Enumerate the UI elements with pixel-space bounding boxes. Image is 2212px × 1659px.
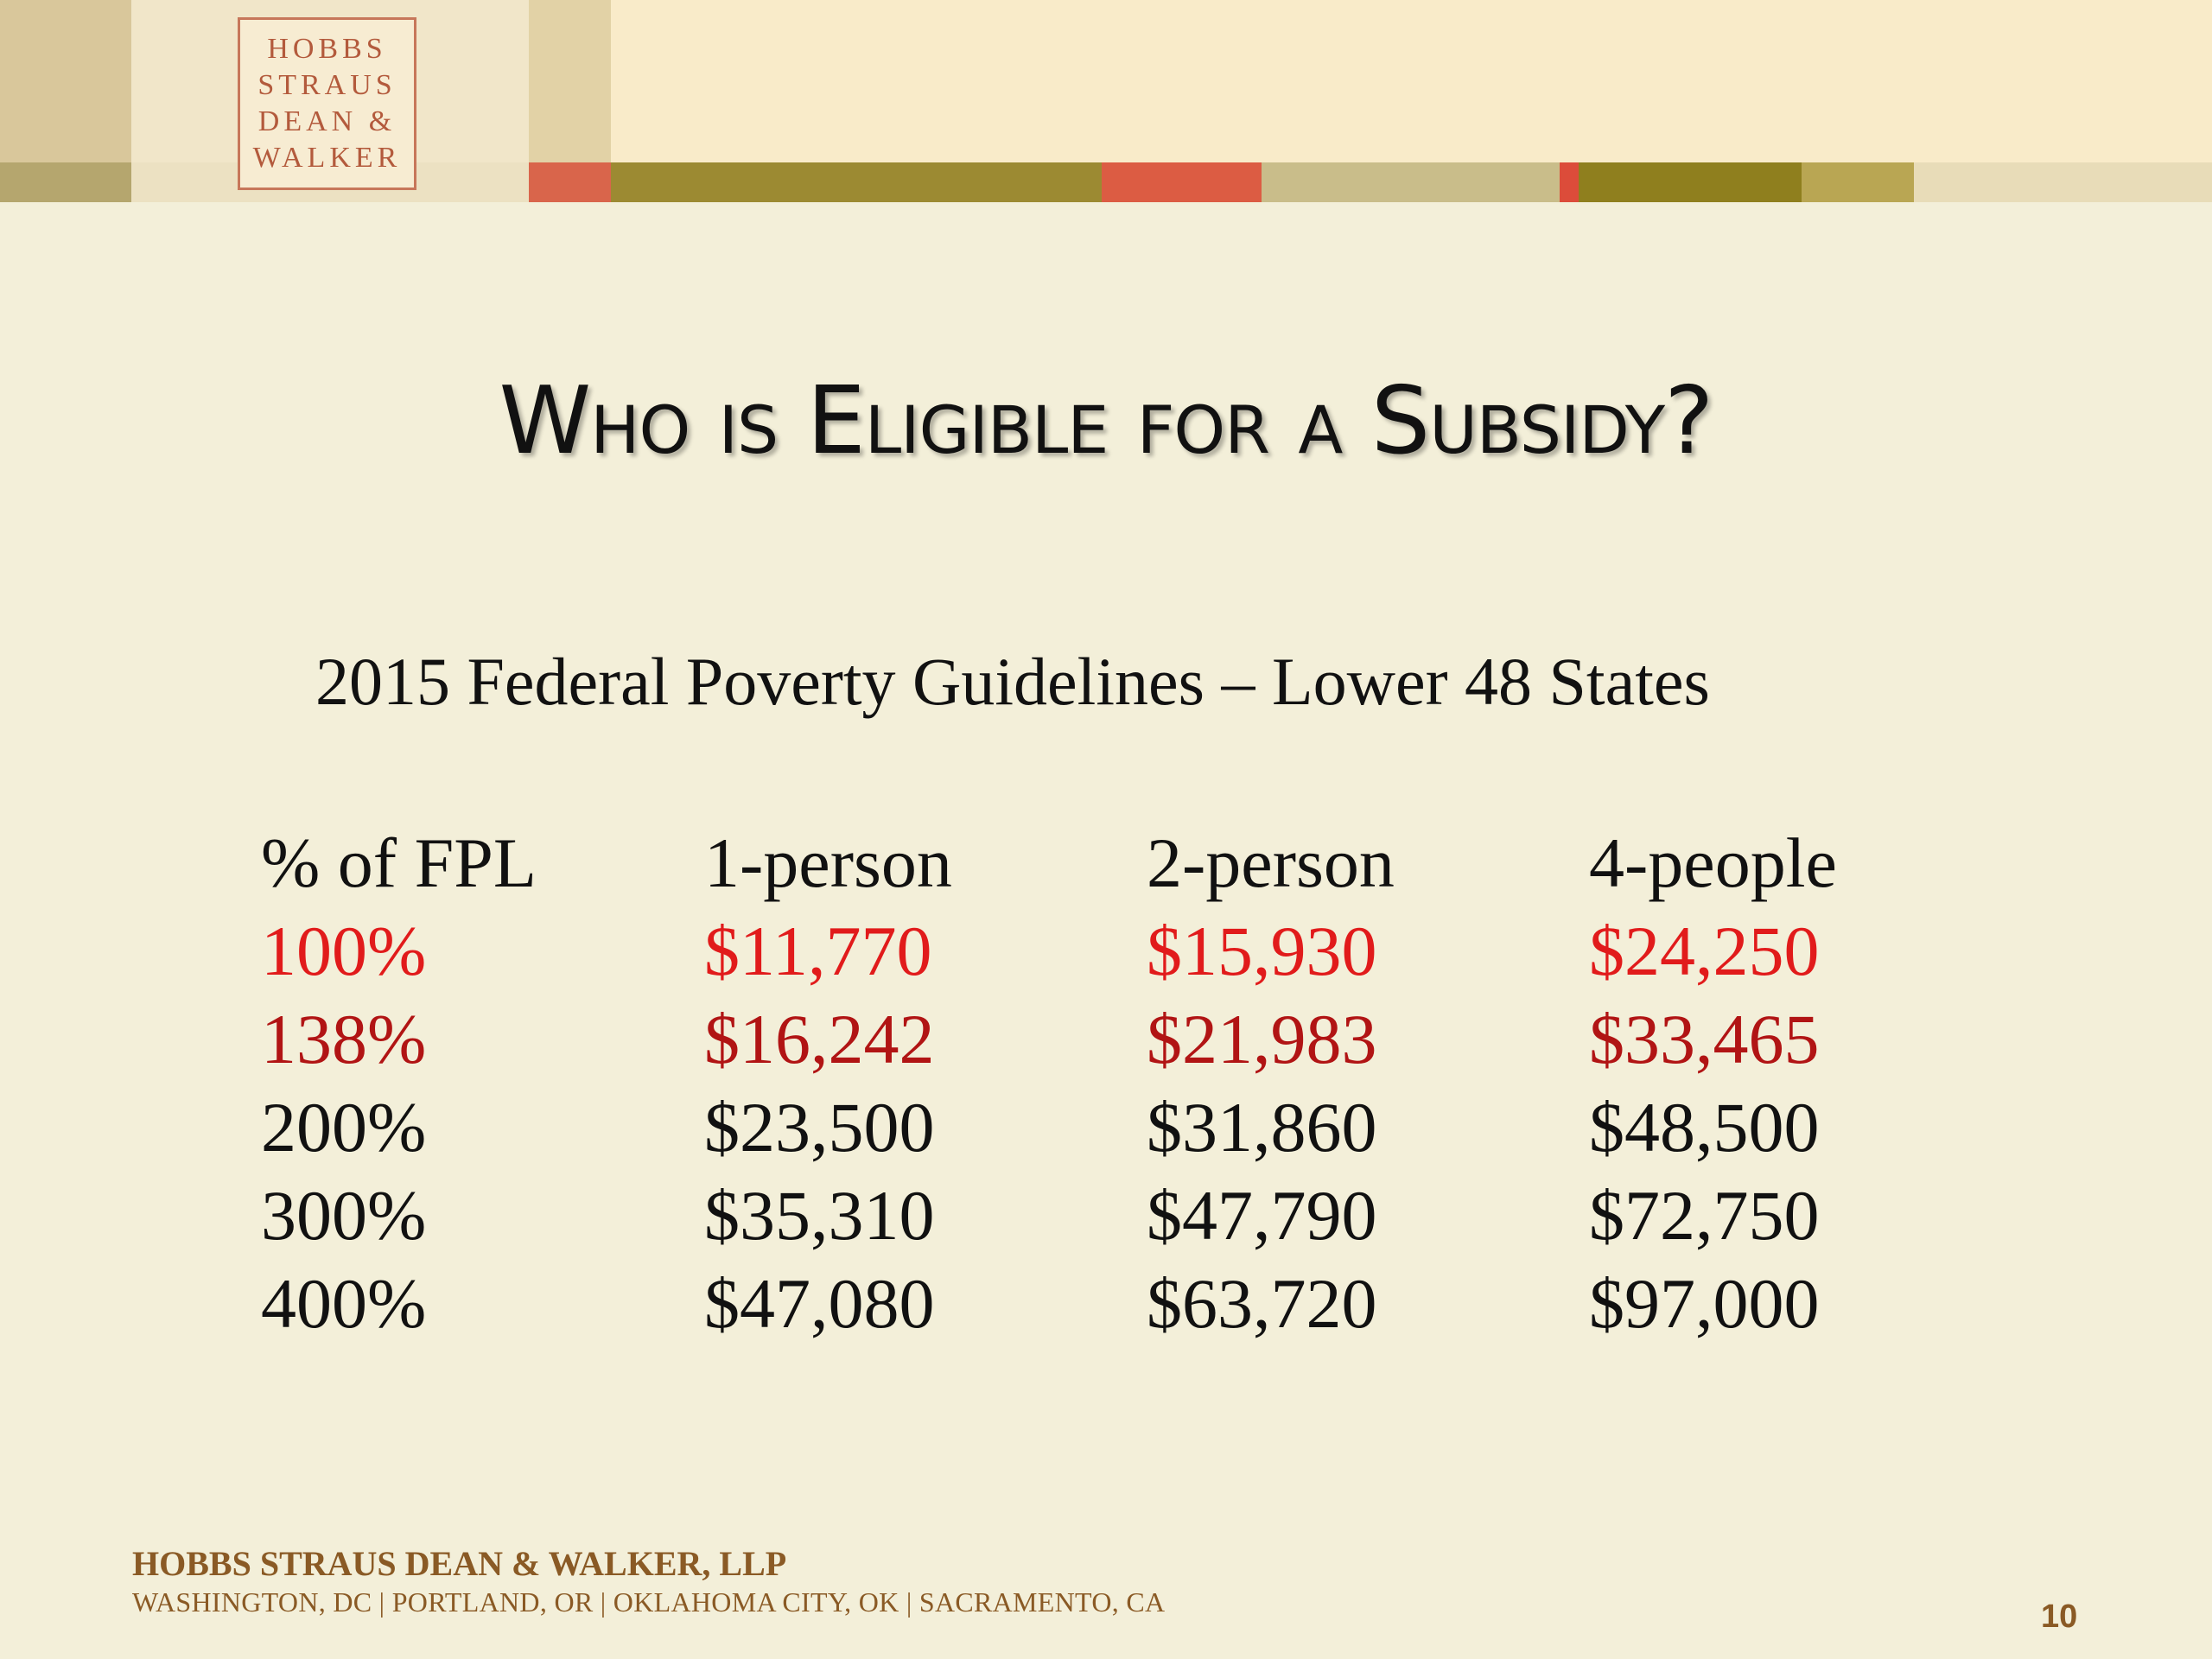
header-block (611, 0, 2212, 162)
table-cell: $35,310 (704, 1176, 935, 1255)
logo-line: HOBBS (267, 33, 387, 65)
table-row: 138% $16,242 $21,983 $33,465 (261, 995, 2031, 1084)
table-cell: $47,790 (1147, 1176, 1377, 1255)
header-strip (611, 162, 1102, 202)
header-strip (1560, 162, 1579, 202)
header-block (529, 0, 611, 162)
table-row: 300% $35,310 $47,790 $72,750 (261, 1172, 2031, 1260)
logo-line: WALKER (252, 142, 402, 174)
table-cell: $23,500 (704, 1088, 935, 1166)
fpl-table: % of FPL 1-person 2-person 4-people 100%… (261, 819, 2031, 1348)
table-cell: $33,465 (1589, 1000, 1820, 1078)
column-header: 1-person (704, 823, 952, 902)
table-cell: $63,720 (1147, 1264, 1377, 1343)
table-cell: $15,930 (1147, 912, 1377, 990)
table-cell: $11,770 (704, 912, 932, 990)
column-header: % of FPL (261, 823, 537, 902)
column-header: 4-people (1589, 823, 1837, 902)
header-strip (1914, 162, 2212, 202)
logo-line: STRAUS (257, 69, 397, 101)
table-cell: $24,250 (1589, 912, 1820, 990)
table-row: 400% $47,080 $63,720 $97,000 (261, 1260, 2031, 1348)
header-strip (1262, 162, 1560, 202)
header-band: HOBBS STRAUS DEAN & WALKER (0, 0, 2212, 202)
header-block (0, 0, 131, 162)
table-cell: $48,500 (1589, 1088, 1820, 1166)
table-row: 100% $11,770 $15,930 $24,250 (261, 907, 2031, 995)
table-cell: $16,242 (704, 1000, 935, 1078)
table-cell: 100% (261, 912, 427, 990)
header-strip (1102, 162, 1262, 202)
table-cell: $21,983 (1147, 1000, 1377, 1078)
table-cell: $97,000 (1589, 1264, 1820, 1343)
table-cell: 138% (261, 1000, 427, 1078)
header-strip (529, 162, 611, 202)
slide-title: Who is Eligible for a Subsidy? (499, 367, 1714, 475)
table-cell: 400% (261, 1264, 427, 1343)
table-row: 200% $23,500 $31,860 $48,500 (261, 1084, 2031, 1172)
page-number: 10 (2041, 1599, 2078, 1635)
logo-line: DEAN & (257, 105, 397, 137)
table-caption: 2015 Federal Poverty Guidelines – Lower … (315, 644, 1710, 719)
table-cell: $31,860 (1147, 1088, 1377, 1166)
table-cell: $72,750 (1589, 1176, 1820, 1255)
table-cell: $47,080 (704, 1264, 935, 1343)
footer-office-locations: WASHINGTON, DC | PORTLAND, OR | OKLAHOMA… (132, 1586, 1166, 1618)
footer-firm-name: HOBBS STRAUS DEAN & WALKER, LLP (132, 1544, 787, 1583)
header-strip (0, 162, 131, 202)
header-strip (1802, 162, 1914, 202)
firm-logo: HOBBS STRAUS DEAN & WALKER (238, 17, 416, 190)
table-cell: 200% (261, 1088, 427, 1166)
header-strip (1579, 162, 1802, 202)
table-cell: 300% (261, 1176, 427, 1255)
column-header: 2-person (1147, 823, 1395, 902)
table-header-row: % of FPL 1-person 2-person 4-people (261, 819, 2031, 907)
